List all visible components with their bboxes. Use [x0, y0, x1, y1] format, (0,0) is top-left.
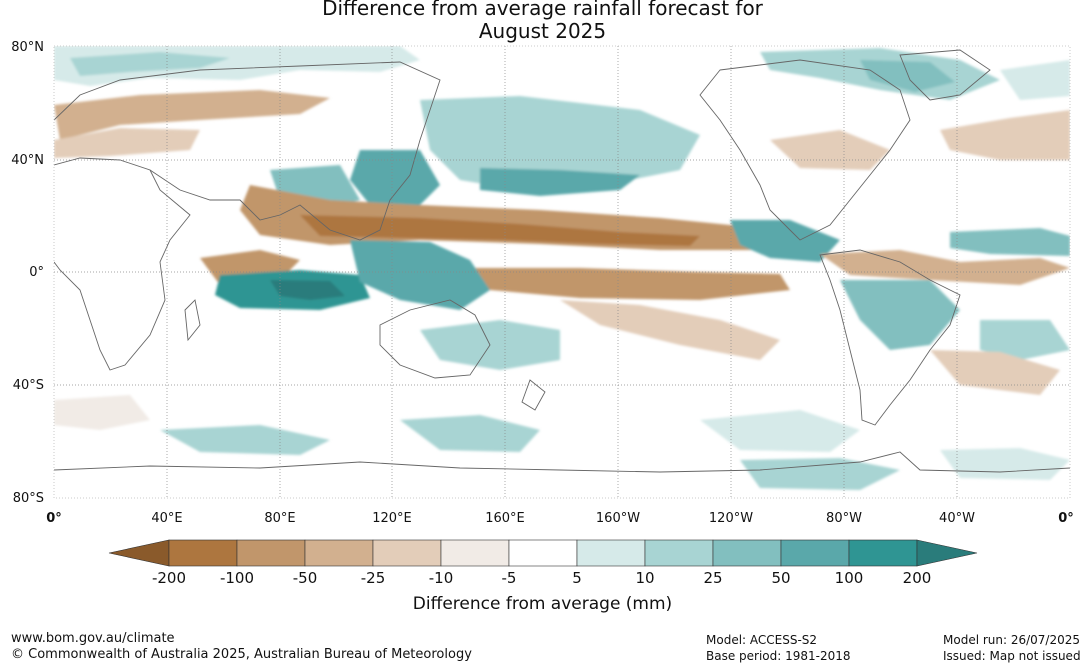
coast-south-america — [819, 249, 961, 426]
footer-issued: Issued: Map not issued — [943, 649, 1081, 663]
colorbar-bin — [440, 539, 510, 567]
colorbar-bin — [168, 539, 238, 567]
anomaly-dry-equatorial-pacific — [470, 268, 790, 300]
lat-label-40n: 40°N — [11, 153, 44, 168]
coastlines — [54, 49, 1070, 473]
anomaly-wet-atlantic-itcz — [950, 228, 1070, 256]
graticule — [54, 46, 1070, 498]
anomaly-dry-europe-light — [54, 128, 200, 158]
coast-madagascar — [184, 299, 201, 342]
anomaly-wet-arctic-asia-core — [70, 52, 230, 76]
colorbar-bin — [304, 539, 374, 567]
colorbar-bin — [576, 539, 646, 567]
colorbar-above-max — [916, 539, 978, 567]
colorbar-tick-label: -50 — [292, 569, 318, 587]
colorbar-tick-label: -5 — [501, 569, 517, 587]
anomaly-dry-us-east — [770, 130, 890, 170]
lon-label-0-east: 0° — [1058, 511, 1074, 526]
colorbar-bin — [848, 539, 918, 567]
colorbar-bin — [644, 539, 714, 567]
colorbar-bin — [508, 539, 578, 567]
anomaly-wet-maritime-continent — [350, 240, 490, 310]
lat-label-eq: 0° — [29, 265, 44, 280]
colorbar-label: Difference from average (mm) — [412, 594, 673, 614]
map-title: Difference from average rainfall forecas… — [0, 0, 1085, 43]
coast-antarctica — [54, 451, 1070, 473]
anomaly-wet-indian-ocean-core — [270, 280, 345, 300]
anomaly-wet-s-atlantic — [980, 320, 1070, 360]
lon-label-40w: 40°W — [939, 511, 975, 526]
coast-africa — [54, 157, 191, 371]
footer-model-run: Model run: 26/07/2025 — [943, 633, 1081, 647]
anomaly-wet-southern-ocean-3 — [700, 410, 860, 452]
colorbar-tick-label: -10 — [428, 569, 454, 587]
footer-url[interactable]: www.bom.gov.au/climate — [11, 631, 175, 646]
lon-label-160e: 160°E — [485, 511, 525, 526]
colorbar-tick-label: -200 — [151, 569, 187, 587]
lat-label-40s: 40°S — [12, 378, 44, 393]
anomaly-dry-east-atlantic — [940, 110, 1070, 160]
colorbar-below-min — [108, 539, 170, 567]
anomaly-wet-canada-core — [860, 60, 955, 92]
lon-label-160w: 160°W — [595, 511, 641, 526]
colorbar-bin — [712, 539, 782, 567]
colorbar-bins — [168, 539, 918, 567]
colorbar-tick-label: 5 — [572, 569, 582, 587]
anomaly-wet-nw-pacific — [420, 96, 700, 190]
map-title-line1: Difference from average rainfall forecas… — [322, 0, 763, 20]
anomaly-dry-southern-ocean — [54, 395, 150, 430]
lon-label-40e: 40°E — [151, 511, 183, 526]
anomaly-wet-east-asia — [350, 150, 440, 215]
anomaly-wet-south-america — [840, 280, 960, 350]
anomaly-wet-southern-ocean-4 — [740, 458, 900, 490]
colorbar-bin — [372, 539, 442, 567]
lon-label-80e: 80°E — [264, 511, 296, 526]
map-frame — [53, 45, 1071, 499]
coast-australia — [379, 299, 491, 379]
anomaly-wet-central-america — [730, 220, 840, 262]
footer-base-period: Base period: 1981-2018 — [706, 649, 851, 663]
anomaly-dry-se-pacific — [560, 300, 780, 360]
colorbar-tick-label: -25 — [360, 569, 386, 587]
lon-label-80w: 80°W — [826, 511, 862, 526]
lon-label-120e: 120°E — [372, 511, 412, 526]
map-svg — [53, 45, 1071, 499]
colorbar-tick-label: -100 — [219, 569, 255, 587]
lon-label-120w: 120°W — [708, 511, 754, 526]
colorbar-tick-label: 10 — [635, 569, 655, 587]
colorbar-tick-label: 100 — [834, 569, 864, 587]
colorbar — [108, 539, 978, 567]
anomaly-dry-s-atlantic — [930, 350, 1060, 395]
lat-label-80s: 80°S — [12, 491, 44, 506]
anomaly-dry-east-pacific — [820, 250, 1070, 285]
anomaly-wet-nw-pacific-core — [480, 168, 640, 196]
footer-model: Model: ACCESS-S2 — [706, 633, 818, 647]
colorbar-bin — [236, 539, 306, 567]
anomaly-wet-southern-ocean-5 — [940, 448, 1070, 480]
coast-new-zealand — [521, 379, 546, 411]
map-title-line2: August 2025 — [478, 19, 607, 43]
lat-label-80n: 80°N — [11, 40, 44, 55]
coast-north-america — [699, 59, 911, 241]
anomaly-dry-nh-tropics-core — [300, 215, 700, 246]
colorbar-bin — [780, 539, 850, 567]
colorbar-tick-label: 200 — [902, 569, 932, 587]
coast-eurasia — [54, 61, 441, 241]
colorbar-tick-label: 50 — [771, 569, 791, 587]
colorbar-tick-label: 25 — [703, 569, 723, 587]
lon-label-0-west: 0° — [46, 511, 62, 526]
anomaly-wet-southern-ocean-1 — [160, 425, 330, 455]
anomaly-dry-europe — [54, 90, 330, 140]
anomaly-wet-greenland — [1000, 60, 1070, 100]
footer-copyright: © Commonwealth of Australia 2025, Austra… — [11, 647, 472, 662]
rainfall-anomaly-map: 80°N 40°N 0° 40°S 80°S 0° 40°E 80°E 120°… — [11, 40, 1074, 526]
coast-greenland — [899, 49, 991, 101]
